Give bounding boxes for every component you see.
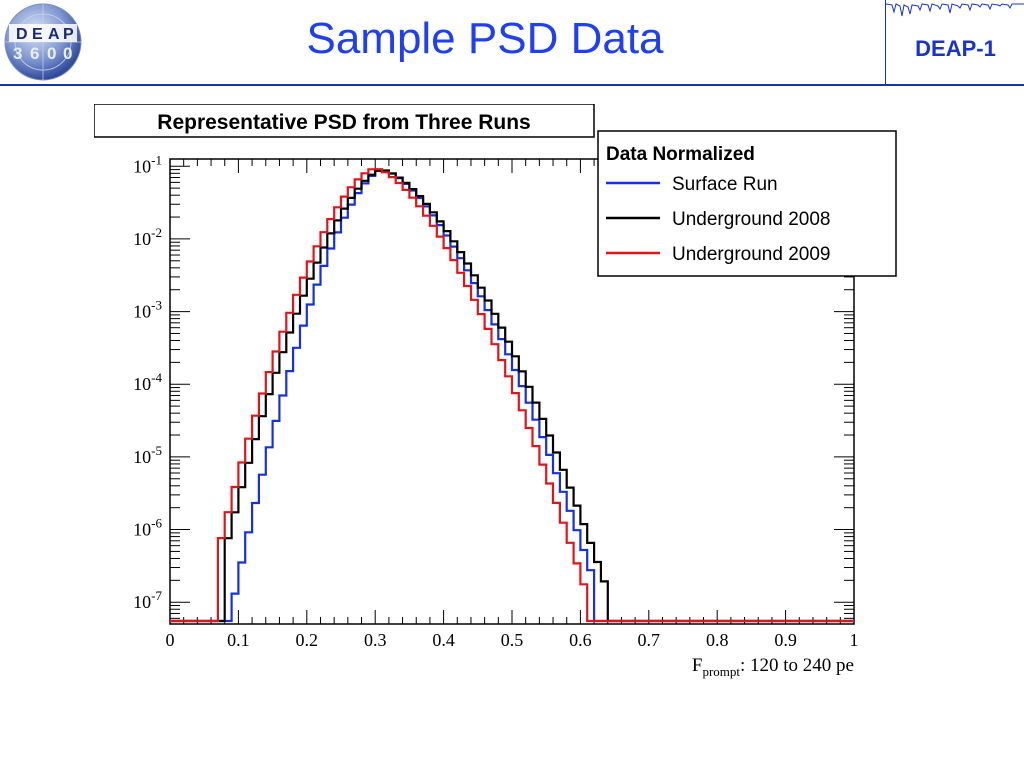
x-tick-label: 0.9 — [774, 630, 797, 650]
chart-container: Representative PSD from Three Runs 0 0.1 0… — [93, 103, 900, 684]
legend: Data Normalized Surface Run Underground 2… — [597, 130, 897, 277]
logo-digit-3: 3 — [13, 44, 22, 63]
x-axis-label-sub: prompt — [702, 664, 740, 679]
logo-digit-0b: 0 — [63, 44, 72, 63]
waveform-icon — [886, 3, 1024, 17]
psd-chart: Representative PSD from Three Runs 0 0.1 0… — [93, 103, 897, 679]
slide-title: Sample PSD Data — [306, 14, 664, 63]
x-tick-label: 0.5 — [501, 630, 524, 650]
legend-label: Underground 2009 — [672, 244, 830, 265]
deap-3600-logo: D E A P 3 6 0 0 — [3, 2, 83, 82]
x-tick-label: 0.6 — [569, 630, 592, 650]
badge-label: DEAP-1 — [915, 36, 996, 61]
y-tick-label: 10-6 — [133, 516, 162, 540]
logo-letter-p: P — [63, 26, 74, 43]
x-tick-label: 0.7 — [638, 630, 661, 650]
x-tick-label: 0.4 — [432, 630, 455, 650]
logo-digit-6: 6 — [30, 44, 39, 63]
y-tick-label: 10-3 — [133, 298, 162, 322]
series-surface-run — [170, 169, 854, 623]
y-tick-label: 10-7 — [133, 588, 162, 612]
logo-letter-e: E — [32, 26, 43, 43]
x-tick-label: 1 — [850, 630, 859, 650]
y-tick-label: 10-5 — [133, 443, 162, 467]
y-tick-label: 10-1 — [133, 152, 162, 176]
x-tick-label: 0.3 — [364, 630, 387, 650]
legend-title: Data Normalized — [606, 144, 755, 165]
x-tick-label: 0.2 — [296, 630, 319, 650]
legend-box — [597, 130, 897, 277]
x-tick-label: 0.8 — [706, 630, 729, 650]
legend-label: Underground 2008 — [672, 209, 830, 230]
logo-letter-d: D — [16, 26, 28, 43]
series-underground-2008 — [170, 169, 854, 623]
legend-label: Surface Run — [672, 174, 778, 195]
title-divider — [0, 84, 1024, 86]
y-tick-label: 10-4 — [133, 370, 162, 394]
x-axis-label-rest: : 120 to 240 pe — [740, 655, 854, 676]
deap-1-badge: DEAP-1 — [885, 0, 1024, 84]
y-tick-label: 10-2 — [133, 225, 162, 249]
x-tick-label: 0.1 — [227, 630, 250, 650]
x-tick-label: 0 — [166, 630, 175, 650]
series-underground-2009 — [170, 168, 854, 623]
chart-title: Representative PSD from Three Runs — [157, 111, 530, 134]
x-axis-label: Fprompt: 120 to 240 pe — [692, 655, 854, 679]
logo-digit-0a: 0 — [47, 44, 56, 63]
x-axis-label-main: F — [692, 655, 703, 676]
logo-letter-a: A — [48, 26, 60, 43]
chart-title-box — [93, 103, 595, 138]
data-series — [170, 168, 854, 623]
